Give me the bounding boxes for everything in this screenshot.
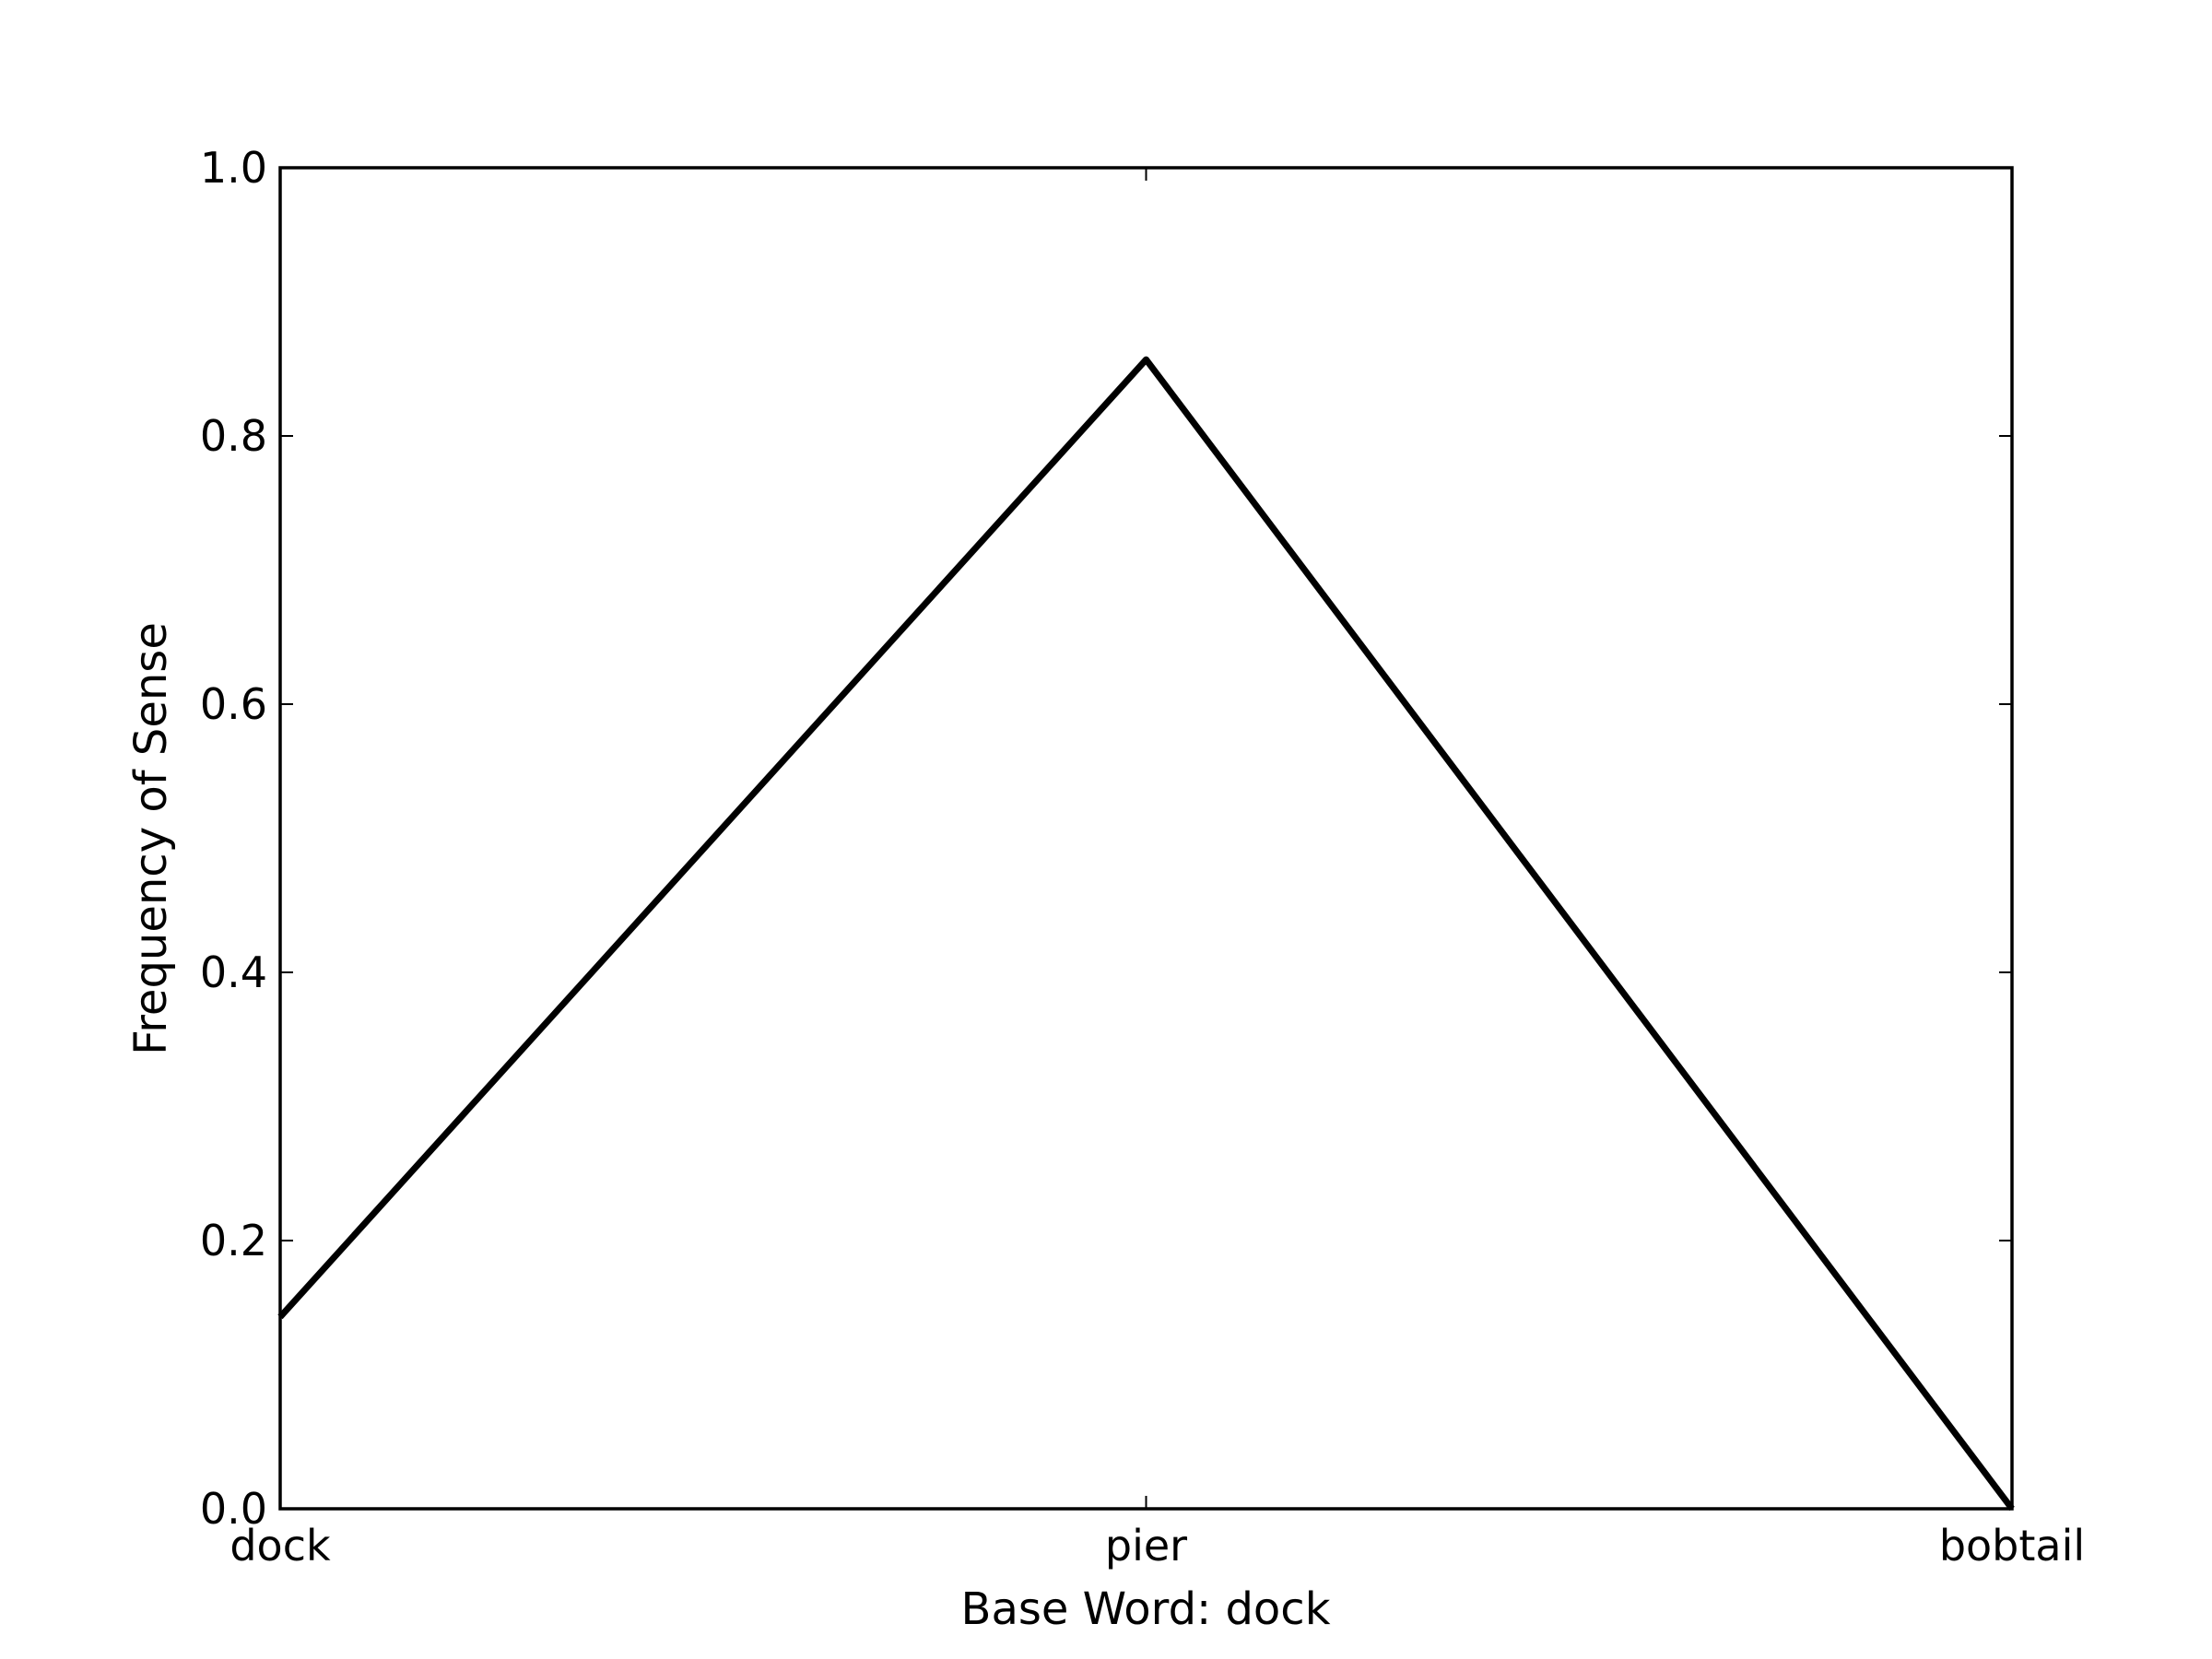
series-group — [277, 356, 2015, 1512]
x-tick-label: dock — [229, 1521, 331, 1571]
y-axis-label: Frequency of Sense — [125, 622, 177, 1055]
plot-frame — [278, 166, 2014, 1511]
x-tick-label: bobtail — [1939, 1521, 2085, 1571]
y-tick-labels: 0.0 0.2 0.4 0.6 0.8 1.0 — [200, 143, 267, 1534]
y-tick-label: 0.2 — [200, 1216, 267, 1265]
x-tick-label: pier — [1105, 1521, 1187, 1571]
y-tick-label: 0.0 — [200, 1484, 267, 1534]
axis-ticks — [279, 167, 2013, 1510]
series-line — [277, 356, 2015, 1512]
x-tick-labels: dock pier bobtail — [229, 1521, 2085, 1571]
y-tick-label: 1.0 — [200, 143, 267, 193]
x-axis-label: Base Word: dock — [961, 1583, 1331, 1635]
y-tick-label: 0.8 — [200, 411, 267, 461]
y-tick-label: 0.4 — [200, 947, 267, 997]
y-tick-label: 0.6 — [200, 679, 267, 729]
